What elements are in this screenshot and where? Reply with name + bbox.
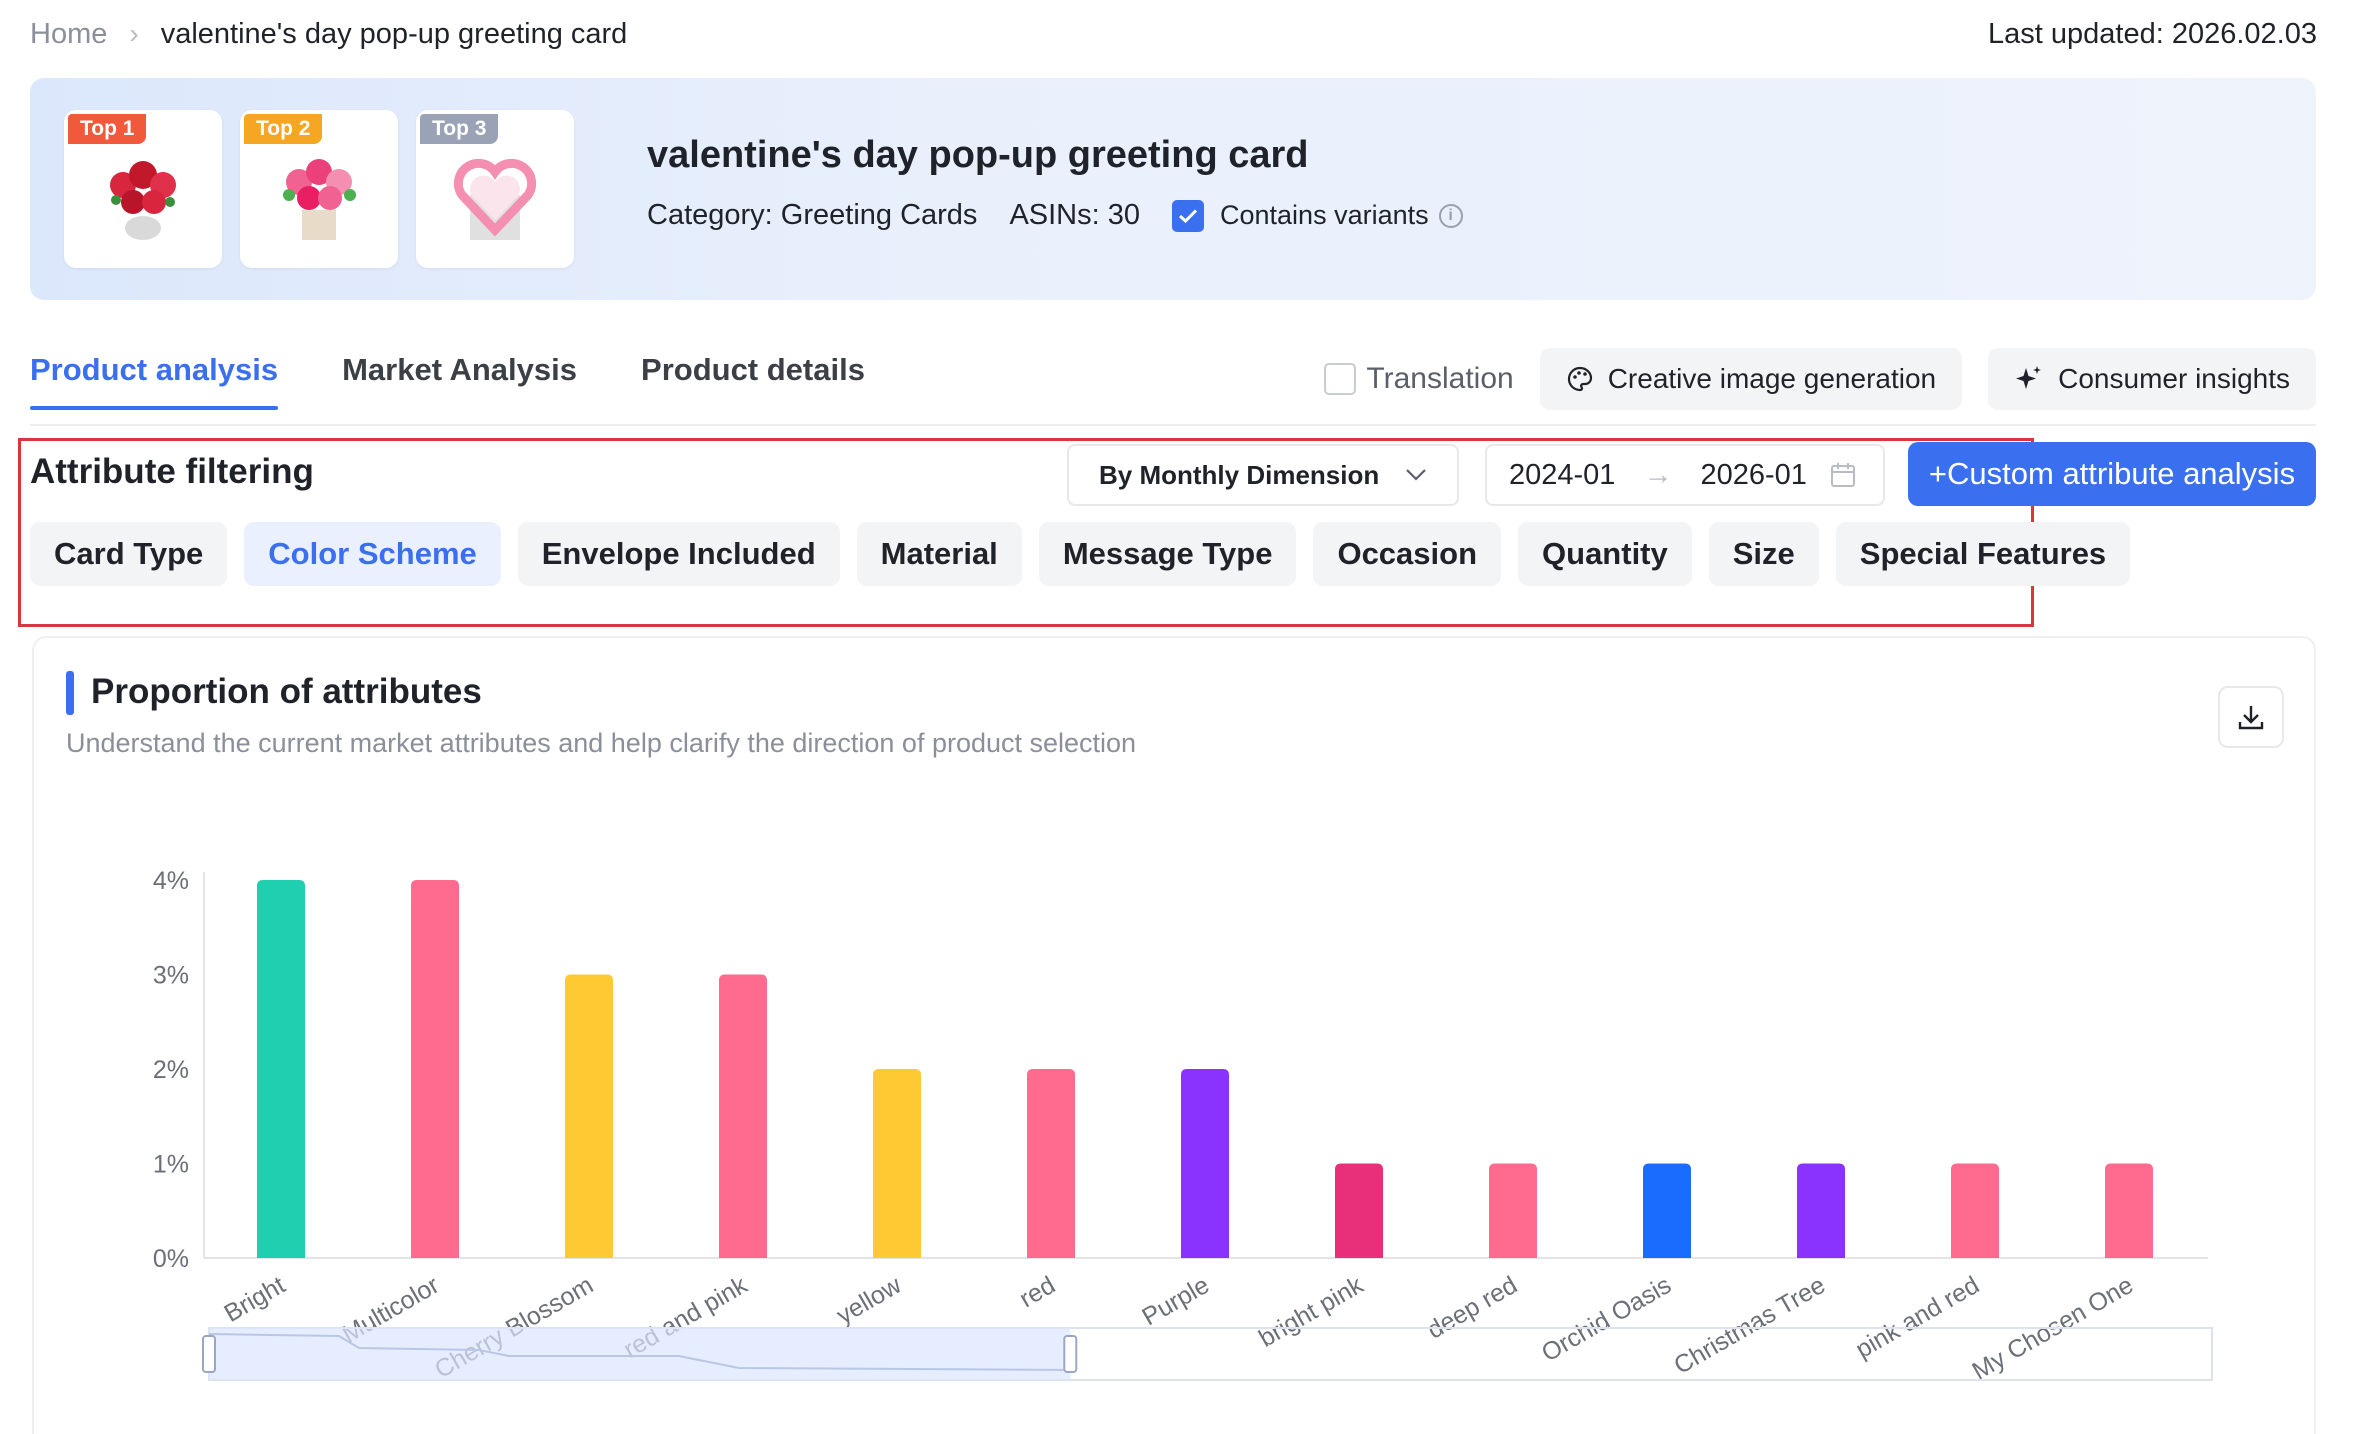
chart-subtitle: Understand the current market attributes… (66, 728, 1137, 758)
y-tick-label: 1% (153, 1151, 189, 1179)
keyword-info: valentine's day pop-up greeting card Cat… (647, 134, 1463, 232)
consumer-insights-button[interactable]: Consumer insights (1988, 348, 2316, 410)
breadcrumb: Home › valentine's day pop-up greeting c… (30, 18, 627, 51)
calendar-icon (1830, 463, 1855, 487)
zoom-slider-preview-line (208, 1333, 1071, 1371)
checkmark-icon (1178, 208, 1198, 223)
zoom-slider-start-handle[interactable] (202, 1335, 216, 1373)
zoom-slider-selection (209, 1328, 1071, 1380)
y-tick-label: 3% (153, 962, 189, 990)
sparkle-icon (2016, 366, 2042, 389)
rank-badge: Top 3 (420, 114, 499, 144)
contains-variants-checkbox[interactable] (1172, 199, 1204, 232)
asins-count: ASINs: 30 (1009, 199, 1140, 231)
x-tick-label: Purple (1137, 1271, 1214, 1331)
attribute-chip-color-scheme[interactable]: Color Scheme (244, 522, 501, 586)
bar-multicolor (411, 880, 459, 1258)
download-button[interactable] (2218, 686, 2284, 748)
tab-product-details[interactable]: Product details (641, 352, 865, 387)
bar-purple (1181, 1069, 1229, 1258)
custom-attribute-analysis-button[interactable]: +Custom attribute analysis (1908, 442, 2316, 506)
date-start[interactable]: 2024-01 (1509, 458, 1616, 491)
bar-my-chosen-one (2105, 1163, 2153, 1258)
bar-deep-red (1489, 1163, 1537, 1258)
bar-pink-and-red (1951, 1163, 1999, 1258)
top-product-thumb-3[interactable]: Top 3 (416, 110, 574, 268)
bar-red-and-pink (719, 974, 767, 1258)
chevron-down-icon (1406, 469, 1426, 481)
date-end[interactable]: 2026-01 (1700, 458, 1807, 491)
attribute-chip-material[interactable]: Material (856, 522, 1022, 586)
attribute-chip-special-features[interactable]: Special Features (1835, 522, 2131, 586)
tab-product-analysis[interactable]: Product analysis (30, 352, 279, 410)
bar-bright-pink (1335, 1163, 1383, 1258)
last-updated: Last updated: 2026.02.03 (1988, 17, 2317, 50)
attribute-chip-quantity[interactable]: Quantity (1518, 522, 1692, 586)
x-tick-label: red (1015, 1271, 1060, 1313)
attribute-chip-card-type[interactable]: Card Type (30, 522, 228, 586)
attribute-chip-message-type[interactable]: Message Type (1038, 522, 1297, 586)
y-tick-label: 2% (153, 1056, 189, 1084)
translation-checkbox[interactable] (1324, 363, 1357, 395)
y-tick-label: 4% (153, 867, 189, 895)
translation-toggle[interactable]: Translation (1324, 362, 1514, 396)
bar-orchid-oasis (1643, 1163, 1691, 1258)
top-products: Top 1 Top 2 Top 3 (64, 110, 574, 268)
keyword-meta: Category: Greeting Cards ASINs: 30 Conta… (647, 199, 1463, 232)
zoom-slider-end-handle[interactable] (1063, 1335, 1078, 1373)
flower-bouquet-icon (110, 161, 176, 240)
x-tick-label: Christmas Tree (1669, 1271, 1830, 1380)
top-product-thumb-1[interactable]: Top 1 (64, 110, 222, 268)
x-tick-label: deep red (1423, 1271, 1522, 1345)
tab-market-analysis[interactable]: Market Analysis (342, 352, 578, 387)
attribute-chip-size[interactable]: Size (1708, 522, 1819, 586)
contains-variants-label: Contains variants (1220, 200, 1429, 230)
attribute-chips: Card Type Color Scheme Envelope Included Ma… (30, 522, 2131, 586)
attribute-filtering-title: Attribute filtering (30, 452, 314, 491)
bar-red (1027, 1069, 1075, 1258)
creative-image-generation-button[interactable]: Creative image generation (1539, 348, 1963, 410)
attribute-chip-envelope-included[interactable]: Envelope Included (517, 522, 840, 586)
bar-cherry-blossom (565, 974, 613, 1258)
y-tick-label: 0% (153, 1245, 189, 1273)
bar-yellow (873, 1069, 921, 1258)
breadcrumb-home-link[interactable]: Home (30, 17, 108, 50)
consumer-insights-label: Consumer insights (2058, 363, 2290, 394)
creative-image-generation-label: Creative image generation (1607, 363, 1937, 394)
proportion-chart-card: Proportion of attributes Understand the … (32, 636, 2316, 1434)
dimension-select-value: By Monthly Dimension (1099, 459, 1380, 490)
chevron-right-icon: › (129, 18, 139, 49)
keyword-title: valentine's day pop-up greeting card (647, 134, 1309, 176)
top-bar: Home › valentine's day pop-up greeting c… (30, 12, 2317, 56)
rank-badge: Top 2 (244, 114, 323, 144)
breadcrumb-current: valentine's day pop-up greeting card (160, 17, 628, 50)
x-tick-label: Orchid Oasis (1537, 1271, 1676, 1367)
info-icon[interactable]: i (1438, 203, 1463, 228)
bar-bright (257, 880, 305, 1258)
rank-badge: Top 1 (68, 114, 147, 144)
x-tick-label: bright pink (1254, 1271, 1368, 1353)
dimension-select[interactable]: By Monthly Dimension (1067, 444, 1459, 506)
bar-christmas-tree (1797, 1163, 1845, 1258)
arrow-right-icon: → (1643, 458, 1673, 491)
flower-bouquet-icon (283, 159, 356, 240)
heart-card-icon (453, 158, 537, 240)
tabs-divider (30, 424, 2316, 426)
x-tick-label: pink and red (1851, 1271, 1984, 1364)
translation-label: Translation (1366, 362, 1514, 395)
download-icon (2238, 706, 2264, 730)
attribute-chip-occasion[interactable]: Occasion (1313, 522, 1502, 586)
palette-icon (1567, 366, 1592, 392)
keyword-hero-card: Top 1 Top 2 Top 3 (30, 78, 2316, 300)
x-tick-label: Bright (219, 1271, 290, 1328)
category-label: Category: Greeting Cards (647, 199, 978, 231)
top-product-thumb-2[interactable]: Top 2 (240, 110, 398, 268)
chart-title: Proportion of attributes (91, 672, 482, 711)
date-range-picker[interactable]: 2024-01 → 2026-01 (1485, 444, 1885, 506)
tab-tools: Translation Creative image generation Co… (1324, 348, 2316, 410)
title-accent-bar (66, 671, 74, 715)
x-tick-label: yellow (832, 1270, 907, 1329)
main-tabs: Product analysis Market Analysis Product… (30, 352, 865, 410)
